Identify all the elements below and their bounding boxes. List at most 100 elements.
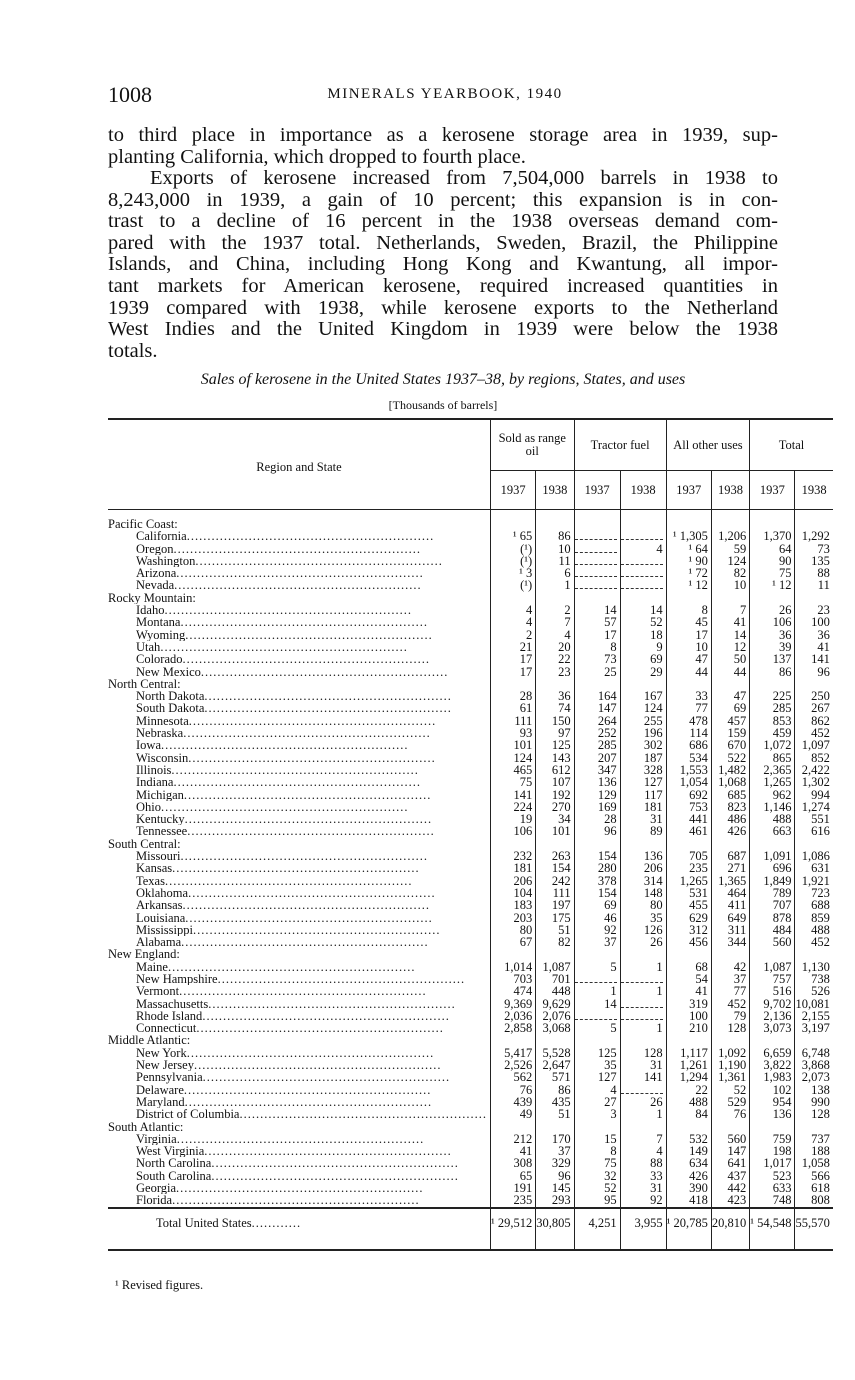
state-label: Connecticut: [136, 1022, 197, 1035]
value-cell: 232: [489, 850, 536, 862]
cell: [710, 837, 750, 851]
value-cell: 634: [665, 1157, 712, 1170]
value-cell: 86: [535, 530, 575, 543]
table-row: New Jersey..............................…: [108, 1059, 833, 1071]
cell: [665, 1236, 712, 1251]
value-cell: 31: [619, 1059, 667, 1071]
cell: [794, 509, 833, 518]
cell: [535, 1236, 575, 1251]
dash-leader: [620, 570, 663, 578]
value-cell: 93: [489, 727, 536, 739]
text-line: planting California, which dropped to fo…: [108, 145, 526, 168]
value-cell: 522: [710, 751, 750, 764]
value-cell: 534: [665, 751, 712, 764]
value-cell: 111: [489, 714, 536, 727]
value-cell: 3,868: [794, 1059, 833, 1071]
value-cell: 207: [573, 751, 621, 764]
state-label: Arkansas: [136, 899, 183, 912]
value-cell: 154: [573, 887, 621, 899]
cell: [749, 518, 795, 531]
state-label: New Mexico: [136, 665, 201, 678]
table-row: North Carolina..........................…: [108, 1157, 833, 1170]
value-cell: 76: [489, 1083, 536, 1096]
value-cell: 686: [665, 739, 712, 752]
table-row: Nebraska................................…: [108, 727, 833, 739]
leader-dots: ........................................…: [204, 702, 452, 715]
paragraph-2: Exports of kerosene increased from 7,504…: [108, 167, 778, 362]
value-cell: 14: [710, 628, 750, 641]
state-label: Rhode Island: [136, 1009, 203, 1023]
value-cell: 224: [489, 800, 536, 813]
text-line: tant markets for American kerosene, requ…: [108, 274, 778, 297]
cell: [573, 837, 621, 851]
value-cell: 21: [489, 641, 536, 653]
value-cell: 692: [665, 788, 712, 801]
value-cell: 1,361: [710, 1071, 750, 1084]
value-cell: 456: [665, 936, 712, 948]
value-cell: 124: [619, 702, 667, 715]
no-data-cell: [619, 567, 667, 580]
value-cell: 270: [535, 800, 575, 813]
value-cell: 439: [489, 1096, 536, 1108]
table-row: New Mexico..............................…: [108, 665, 833, 678]
value-cell: 75: [749, 567, 795, 580]
year-header: 1937: [665, 470, 712, 510]
state-name: Tennessee...............................…: [108, 825, 490, 837]
state-label: Mississippi: [136, 923, 193, 937]
region-label: New England:: [108, 948, 180, 961]
cell: [489, 948, 536, 961]
state-label: Wyoming: [136, 628, 186, 641]
value-cell: ¹ 65: [489, 530, 536, 543]
value-cell: 64: [749, 542, 795, 555]
table-row: Idaho...................................…: [108, 604, 833, 616]
value-cell: 82: [710, 567, 750, 580]
value-cell: 488: [794, 923, 833, 936]
value-cell: 57: [573, 616, 621, 629]
value-cell: 526: [794, 985, 833, 998]
value-cell: 136: [619, 850, 667, 862]
value-cell: 59: [710, 542, 750, 555]
value-cell: 129: [573, 788, 621, 801]
value-cell: 170: [535, 1132, 575, 1145]
value-cell: 2,155: [794, 1009, 833, 1022]
value-cell: 128: [710, 1022, 750, 1035]
value-cell: 6: [535, 567, 575, 580]
value-cell: 127: [573, 1071, 621, 1084]
value-cell: 1,482: [710, 764, 750, 776]
value-cell: 181: [619, 800, 667, 813]
value-cell: 141: [794, 653, 833, 666]
value-cell: 9,369: [489, 997, 536, 1010]
value-cell: 2,647: [535, 1059, 575, 1071]
leader-dots: ........................................…: [217, 972, 466, 986]
leader-dots: ........................................…: [184, 813, 433, 826]
no-data-cell: [573, 972, 621, 986]
value-cell: 14: [573, 604, 621, 616]
value-cell: 4: [489, 616, 536, 629]
table-row: Kentucky................................…: [108, 813, 833, 826]
leader-dots: ........................................…: [188, 714, 437, 728]
total-value: 30,805: [535, 1206, 575, 1237]
table-row: Georgia.................................…: [108, 1182, 833, 1194]
table-row: Colorado................................…: [108, 653, 833, 666]
value-cell: 865: [749, 751, 795, 764]
value-cell: 631: [794, 862, 833, 875]
value-cell: 29: [619, 665, 667, 678]
state-label: Idaho: [136, 604, 165, 617]
region-label: Rocky Mountain:: [108, 591, 196, 605]
cell: [710, 1120, 750, 1133]
table-row: Michigan................................…: [108, 788, 833, 801]
cell: [489, 1120, 536, 1133]
state-label: Missouri: [136, 850, 181, 863]
value-cell: 1,058: [794, 1157, 833, 1170]
value-cell: 1,370: [749, 530, 795, 543]
value-cell: 1,190: [710, 1059, 750, 1071]
value-cell: 448: [535, 985, 575, 998]
region-label: Middle Atlantic:: [108, 1034, 191, 1047]
value-cell: 197: [535, 899, 575, 912]
value-cell: 455: [665, 899, 712, 912]
leader-dots: ........................................…: [193, 1059, 442, 1072]
value-cell: 126: [619, 923, 667, 936]
value-cell: 723: [794, 887, 833, 899]
value-cell: 100: [794, 616, 833, 629]
value-cell: 11: [794, 579, 833, 592]
